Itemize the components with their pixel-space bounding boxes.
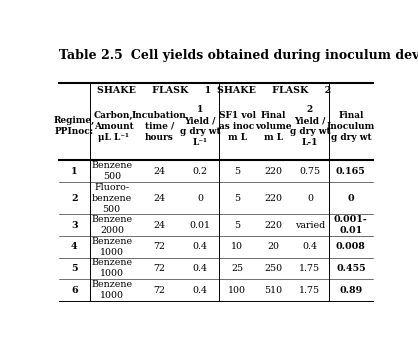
Text: 5: 5 bbox=[71, 264, 77, 273]
Text: Regime,
PPInoc:: Regime, PPInoc: bbox=[54, 116, 95, 136]
Text: Benzene
1000: Benzene 1000 bbox=[92, 237, 133, 257]
Text: Benzene
1000: Benzene 1000 bbox=[92, 280, 133, 300]
Text: 510: 510 bbox=[264, 285, 282, 295]
Text: 2
Yield /
g dry wt
L-1: 2 Yield / g dry wt L-1 bbox=[290, 105, 330, 147]
Text: Benzene
1000: Benzene 1000 bbox=[92, 258, 133, 279]
Text: 0.4: 0.4 bbox=[193, 264, 208, 273]
Text: 220: 220 bbox=[264, 167, 282, 176]
Text: 0: 0 bbox=[347, 194, 354, 203]
Text: Incubation
time /
hours: Incubation time / hours bbox=[132, 111, 187, 142]
Text: 10: 10 bbox=[231, 242, 243, 251]
Text: 24: 24 bbox=[153, 167, 166, 176]
Text: 3: 3 bbox=[71, 221, 78, 230]
Text: 0.008: 0.008 bbox=[336, 242, 366, 251]
Text: 1.75: 1.75 bbox=[299, 285, 321, 295]
Text: 72: 72 bbox=[153, 285, 166, 295]
Text: 0.001-
0.01: 0.001- 0.01 bbox=[334, 215, 368, 235]
Text: 24: 24 bbox=[153, 194, 166, 203]
Text: 6: 6 bbox=[71, 285, 78, 295]
Text: 5: 5 bbox=[234, 194, 240, 203]
Text: 4: 4 bbox=[71, 242, 78, 251]
Text: 0.165: 0.165 bbox=[336, 167, 366, 176]
Text: 220: 220 bbox=[264, 194, 282, 203]
Text: 72: 72 bbox=[153, 264, 166, 273]
Text: 1: 1 bbox=[71, 167, 78, 176]
Text: 100: 100 bbox=[228, 285, 246, 295]
Text: Cell yields obtained during inoculum development: Cell yields obtained during inoculum dev… bbox=[109, 49, 418, 62]
Text: 0.75: 0.75 bbox=[299, 167, 321, 176]
Text: 0.01: 0.01 bbox=[190, 221, 211, 230]
Text: Benzene
500: Benzene 500 bbox=[92, 161, 133, 181]
Text: 24: 24 bbox=[153, 221, 166, 230]
Text: SHAKE     FLASK     1: SHAKE FLASK 1 bbox=[97, 86, 212, 95]
Text: 1
Yield /
g dry wt
L⁻¹: 1 Yield / g dry wt L⁻¹ bbox=[180, 105, 221, 147]
Text: 0: 0 bbox=[307, 194, 313, 203]
Text: 25: 25 bbox=[231, 264, 243, 273]
Text: 5: 5 bbox=[234, 167, 240, 176]
Text: 2: 2 bbox=[71, 194, 78, 203]
Text: 1.75: 1.75 bbox=[299, 264, 321, 273]
Text: Final
Inoculum
g dry wt: Final Inoculum g dry wt bbox=[327, 111, 375, 142]
Text: 72: 72 bbox=[153, 242, 166, 251]
Text: varied: varied bbox=[295, 221, 325, 230]
Text: 220: 220 bbox=[264, 221, 282, 230]
Text: Table 2.5: Table 2.5 bbox=[59, 49, 122, 62]
Text: 0.89: 0.89 bbox=[339, 285, 362, 295]
Text: Carbon,
Amount
μL L⁻¹: Carbon, Amount μL L⁻¹ bbox=[94, 110, 133, 142]
Text: 0.4: 0.4 bbox=[303, 242, 317, 251]
Text: 250: 250 bbox=[264, 264, 282, 273]
Text: 0: 0 bbox=[197, 194, 203, 203]
Text: 0.4: 0.4 bbox=[193, 242, 208, 251]
Text: 0.4: 0.4 bbox=[193, 285, 208, 295]
Text: Benzene
2000: Benzene 2000 bbox=[92, 215, 133, 235]
Text: 20: 20 bbox=[267, 242, 279, 251]
Text: 0.455: 0.455 bbox=[336, 264, 366, 273]
Text: SF1 vol
as inoc
m L: SF1 vol as inoc m L bbox=[219, 111, 256, 142]
Text: 5: 5 bbox=[234, 221, 240, 230]
Text: SHAKE     FLASK     2: SHAKE FLASK 2 bbox=[217, 86, 331, 95]
Text: Fluoro-
benzene
500: Fluoro- benzene 500 bbox=[92, 183, 132, 214]
Text: 0.2: 0.2 bbox=[193, 167, 208, 176]
Text: Final
volume
m L: Final volume m L bbox=[255, 111, 291, 142]
